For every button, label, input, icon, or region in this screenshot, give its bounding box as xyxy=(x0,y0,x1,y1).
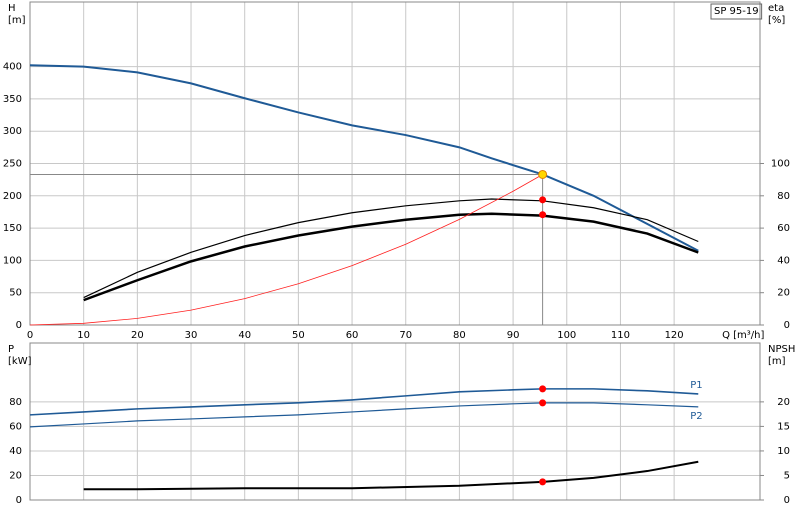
y2-tick-label: 20 xyxy=(777,397,790,408)
x-tick-label: 100 xyxy=(557,330,576,341)
x-tick-label: 30 xyxy=(185,330,198,341)
y-tick-label: 400 xyxy=(3,62,22,73)
y2-axis-unit: [m] xyxy=(768,356,786,367)
x-tick-label: 90 xyxy=(507,330,520,341)
series-line xyxy=(29,388,699,416)
series-line xyxy=(29,174,543,326)
series-label: P1 xyxy=(690,380,702,391)
y-axis-unit: [m] xyxy=(8,15,26,26)
x-tick-label: 0 xyxy=(27,330,33,341)
y2-tick-label: 40 xyxy=(777,255,790,266)
y2-tick-label: 0 xyxy=(784,495,790,506)
plot-frame xyxy=(29,1,761,326)
y2-tick-label: 10 xyxy=(777,446,790,457)
y-tick-label: 40 xyxy=(9,446,22,457)
y-tick-label: 80 xyxy=(9,397,22,408)
x-axis-label: Q [m³/h] xyxy=(722,330,764,341)
y-tick-label: 100 xyxy=(3,255,22,266)
title-box xyxy=(710,3,763,20)
series-line xyxy=(83,460,699,491)
series-label: P2 xyxy=(690,411,702,422)
y2-axis-label: NPSH xyxy=(768,344,795,355)
y-axis-label: H xyxy=(8,3,16,14)
y2-tick-label: 5 xyxy=(784,470,790,481)
point-marker xyxy=(539,211,547,219)
point-marker xyxy=(539,196,547,204)
x-tick-label: 40 xyxy=(238,330,251,341)
series-line xyxy=(29,402,699,428)
y-tick-label: 60 xyxy=(9,421,22,432)
point-marker xyxy=(539,385,547,393)
x-tick-label: 50 xyxy=(292,330,305,341)
x-tick-label: 20 xyxy=(131,330,144,341)
y2-tick-label: 15 xyxy=(777,421,790,432)
y2-tick-label: 20 xyxy=(777,288,790,299)
y2-tick-label: 80 xyxy=(777,191,790,202)
x-tick-label: 70 xyxy=(399,330,412,341)
y-tick-label: 250 xyxy=(3,159,22,170)
y-tick-label: 0 xyxy=(16,320,22,331)
y-axis-label: P xyxy=(8,344,14,355)
y-tick-label: 300 xyxy=(3,126,22,137)
x-tick-label: 120 xyxy=(665,330,684,341)
y2-axis-unit: [%] xyxy=(768,15,785,26)
y-tick-label: 20 xyxy=(9,470,22,481)
y-tick-label: 350 xyxy=(3,94,22,105)
series-line xyxy=(83,212,699,302)
y-axis-unit: [kW] xyxy=(8,356,32,367)
duty-point xyxy=(538,169,548,179)
y2-axis-label: eta xyxy=(768,3,784,14)
y-tick-label: 150 xyxy=(3,223,22,234)
y-tick-label: 200 xyxy=(3,191,22,202)
y2-tick-label: 0 xyxy=(784,320,790,331)
y2-tick-label: 60 xyxy=(777,223,790,234)
x-tick-label: 110 xyxy=(611,330,630,341)
series-line xyxy=(83,198,699,299)
chart-title: SP 95-19 xyxy=(714,6,759,17)
x-tick-label: 80 xyxy=(453,330,466,341)
point-marker xyxy=(539,478,547,486)
point-marker xyxy=(539,399,547,407)
y-tick-label: 50 xyxy=(9,288,22,299)
y-tick-label: 0 xyxy=(16,495,22,506)
y2-tick-label: 100 xyxy=(771,159,790,170)
plot-frame xyxy=(29,342,761,501)
x-tick-label: 10 xyxy=(77,330,90,341)
x-tick-label: 60 xyxy=(346,330,359,341)
